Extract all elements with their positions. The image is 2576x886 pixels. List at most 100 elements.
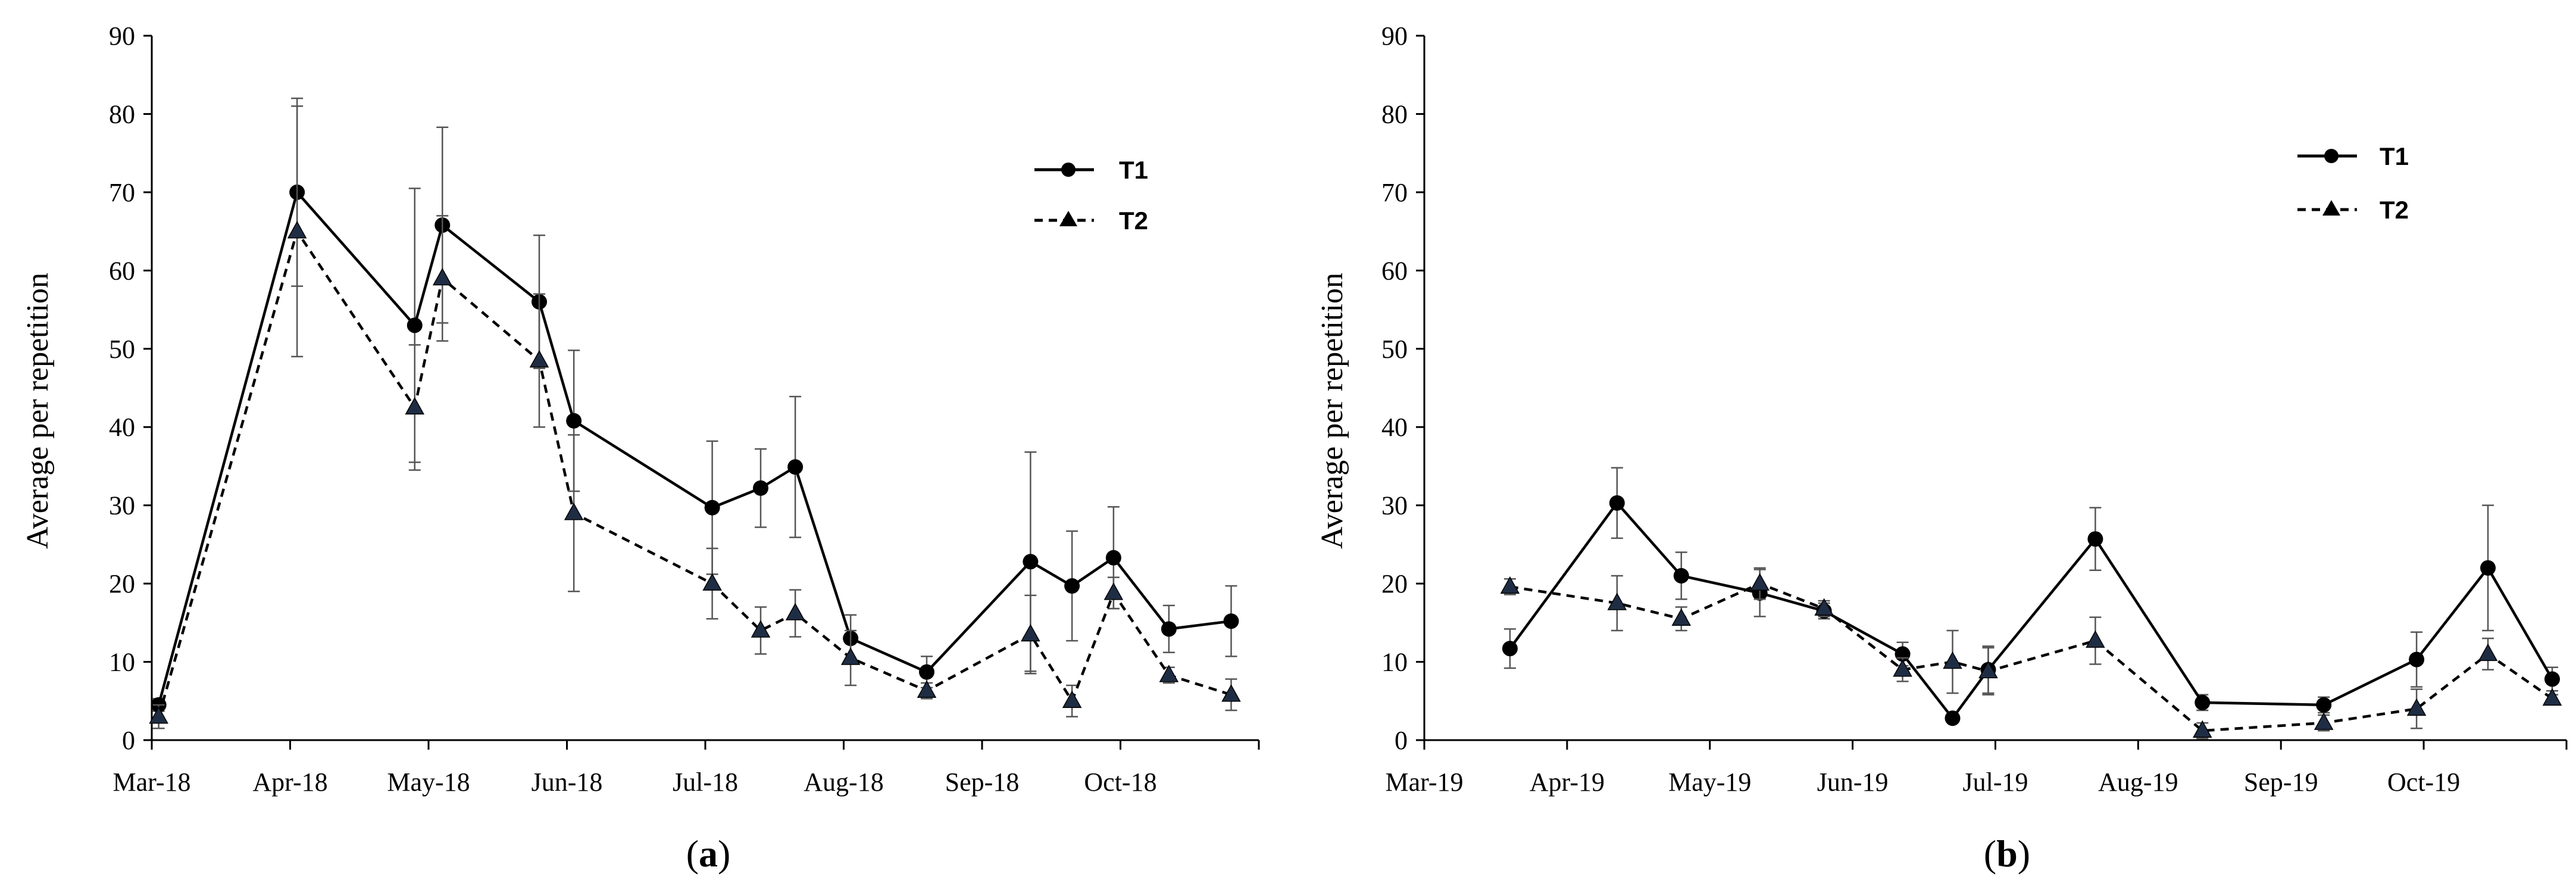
data-point bbox=[1502, 641, 1518, 657]
data-point bbox=[840, 647, 861, 665]
y-tick-label: 60 bbox=[109, 256, 135, 285]
x-tick-label: Mar-19 bbox=[1385, 768, 1463, 797]
data-point bbox=[2316, 697, 2332, 713]
data-point bbox=[1064, 578, 1080, 594]
data-point bbox=[2406, 698, 2427, 716]
data-point bbox=[1062, 690, 1082, 709]
series-layer bbox=[149, 97, 1241, 729]
data-point bbox=[287, 221, 307, 239]
y-tick-label: 80 bbox=[109, 99, 135, 129]
data-point bbox=[2409, 651, 2425, 667]
data-point bbox=[1814, 598, 1834, 616]
x-tick-label: Aug-19 bbox=[2098, 768, 2178, 797]
legend-t2-marker bbox=[2322, 200, 2340, 216]
x-tick-label: Oct-19 bbox=[2387, 768, 2460, 797]
y-tick-label: 40 bbox=[1381, 413, 1408, 442]
axes bbox=[1423, 36, 2566, 741]
series-t2 bbox=[1500, 567, 2562, 740]
data-point bbox=[2086, 630, 2105, 648]
data-point bbox=[917, 680, 937, 698]
y-tick-label: 20 bbox=[1381, 569, 1408, 598]
legend: T1 T2 bbox=[2297, 142, 2409, 224]
series-t2 bbox=[149, 105, 1241, 729]
y-tick-label: 0 bbox=[122, 726, 135, 755]
legend: T1 T2 bbox=[1034, 156, 1148, 235]
panel-a-caption: (a) bbox=[686, 832, 731, 875]
series-line bbox=[1509, 582, 2553, 732]
data-point bbox=[2193, 720, 2212, 738]
data-point bbox=[1500, 576, 1520, 594]
data-point bbox=[1673, 567, 1689, 584]
series-layer bbox=[1500, 467, 2562, 740]
series-line bbox=[157, 228, 1232, 717]
legend-t1-marker bbox=[1061, 163, 1076, 177]
data-point bbox=[751, 620, 771, 638]
data-point bbox=[704, 500, 720, 516]
data-point bbox=[529, 350, 549, 368]
data-point bbox=[1223, 613, 1239, 629]
data-point bbox=[702, 573, 722, 591]
y-tick-label: 30 bbox=[1381, 491, 1408, 520]
x-tick-label: Jul-19 bbox=[1963, 768, 2028, 797]
panel-b-caption: (b) bbox=[1984, 832, 2030, 875]
y-tick-label: 80 bbox=[1381, 99, 1408, 129]
x-ticks: Mar-19 Apr-19 May-19 Jun-19 Jul-19 Aug-19 Sep-… bbox=[1385, 740, 2568, 797]
data-point bbox=[785, 603, 805, 620]
x-tick-label: May-19 bbox=[1668, 768, 1751, 797]
legend-t2-label: T2 bbox=[1119, 207, 1148, 235]
data-point bbox=[2480, 560, 2496, 576]
data-point bbox=[2087, 531, 2103, 547]
x-tick-label: Sep-19 bbox=[2244, 768, 2318, 797]
y-tick-label: 0 bbox=[1395, 726, 1408, 755]
y-ticks: 0 10 20 30 40 50 60 70 80 90 bbox=[109, 21, 152, 755]
y-tick-label: 30 bbox=[109, 491, 135, 520]
x-tick-label: Apr-19 bbox=[1530, 768, 1605, 797]
data-point bbox=[2478, 643, 2498, 662]
data-point bbox=[2542, 688, 2562, 706]
x-tick-label: Aug-18 bbox=[804, 768, 883, 797]
data-point bbox=[1978, 660, 1998, 679]
series-line bbox=[157, 189, 1231, 706]
y-tick-label: 60 bbox=[1381, 256, 1408, 285]
y-tick-label: 70 bbox=[1381, 178, 1408, 207]
series-t1 bbox=[151, 97, 1239, 713]
data-point bbox=[1671, 608, 1692, 626]
y-axis-label: Average per repetition bbox=[21, 273, 55, 549]
x-tick-label: Jun-18 bbox=[532, 768, 603, 797]
legend-t1-label: T1 bbox=[1119, 156, 1148, 184]
panel-b: Average per repetition 0 10 20 30 40 50 60 70 80… bbox=[1315, 21, 2568, 875]
data-point bbox=[919, 664, 934, 680]
x-tick-label: Jul-18 bbox=[673, 768, 738, 797]
data-point bbox=[1103, 582, 1124, 600]
panel-a: Average per repetition 0 10 20 30 40 50 60 70 80… bbox=[21, 21, 1260, 875]
axes bbox=[151, 36, 1259, 741]
data-point bbox=[1893, 659, 1912, 677]
y-tick-label: 10 bbox=[109, 648, 135, 677]
data-point bbox=[1750, 573, 1770, 591]
data-point bbox=[149, 706, 168, 724]
legend-t2-marker bbox=[1059, 211, 1077, 226]
data-point bbox=[753, 480, 768, 496]
data-point bbox=[432, 267, 452, 286]
data-point bbox=[1161, 621, 1177, 637]
legend-t1-marker bbox=[2324, 149, 2339, 163]
data-point bbox=[1159, 664, 1179, 682]
y-tick-label: 10 bbox=[1381, 648, 1408, 677]
legend-t1-label: T1 bbox=[2380, 142, 2409, 170]
y-tick-label: 20 bbox=[109, 569, 135, 598]
data-point bbox=[2314, 712, 2334, 730]
data-point bbox=[564, 503, 584, 520]
data-point bbox=[1105, 550, 1121, 566]
y-tick-label: 40 bbox=[109, 413, 135, 442]
data-point bbox=[2194, 694, 2211, 710]
series-t1 bbox=[1502, 467, 2561, 726]
y-tick-label: 50 bbox=[109, 335, 135, 364]
data-point bbox=[2544, 671, 2561, 687]
data-point bbox=[1607, 592, 1627, 610]
x-ticks: Mar-18 Apr-18 May-18 Jun-18 Jul-18 Aug-18 Sep-… bbox=[112, 740, 1260, 797]
x-tick-label: Mar-18 bbox=[112, 768, 190, 797]
x-tick-label: May-18 bbox=[387, 768, 470, 797]
y-tick-label: 90 bbox=[1381, 21, 1408, 51]
data-point bbox=[1021, 624, 1040, 642]
